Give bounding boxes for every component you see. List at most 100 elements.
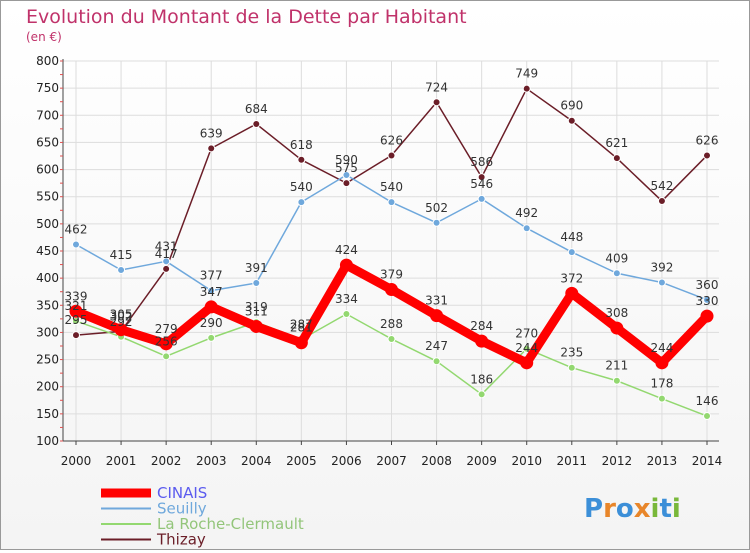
data-point xyxy=(703,295,711,304)
data-point xyxy=(522,224,531,233)
data-point xyxy=(159,337,173,351)
data-label: 256 xyxy=(155,334,178,348)
x-tick-label: 2000 xyxy=(61,454,92,468)
data-label: 281 xyxy=(290,321,313,335)
chart-title: Evolution du Montant de la Dette par Hab… xyxy=(26,6,467,28)
data-label: 292 xyxy=(110,315,133,329)
data-label: 749 xyxy=(515,67,538,81)
data-point xyxy=(342,171,351,179)
data-label: 540 xyxy=(380,180,403,194)
data-label: 618 xyxy=(290,138,313,152)
data-point xyxy=(432,218,441,227)
y-tick-label: 800 xyxy=(36,54,59,68)
x-tick-label: 2009 xyxy=(466,454,497,468)
y-tick-label: 200 xyxy=(36,380,59,394)
data-label: 146 xyxy=(696,394,719,408)
data-point xyxy=(297,155,306,164)
data-label: 391 xyxy=(245,261,268,275)
data-label: 321 xyxy=(65,299,88,313)
data-label: 409 xyxy=(605,251,628,265)
data-labels: 295 302 417 639 684 618 575 626 724 586 749 690 621 5… xyxy=(65,67,719,408)
data-label: 621 xyxy=(605,136,628,150)
data-point xyxy=(612,269,621,278)
data-label: 334 xyxy=(335,292,358,306)
data-point xyxy=(72,240,80,249)
data-label: 235 xyxy=(560,346,583,360)
legend-label: CINAIS xyxy=(157,484,207,502)
data-point xyxy=(432,98,441,107)
grid xyxy=(63,60,719,442)
x-tick-label: 2008 xyxy=(421,454,452,468)
data-label: 586 xyxy=(470,155,493,169)
y-tick-label: 400 xyxy=(36,271,59,285)
y-tick-label: 150 xyxy=(36,407,59,421)
data-point xyxy=(567,248,576,257)
y-tick-label: 250 xyxy=(36,353,59,367)
data-point xyxy=(162,257,171,266)
data-label: 279 xyxy=(155,322,178,336)
y-tick-label: 700 xyxy=(36,108,59,122)
data-point xyxy=(522,344,531,353)
proxiti-logo: Proxiti xyxy=(584,494,681,524)
data-label: 590 xyxy=(335,153,358,167)
data-label: 502 xyxy=(425,201,448,215)
data-label: 305 xyxy=(110,308,133,322)
data-label: 339 xyxy=(65,289,88,303)
data-point xyxy=(252,119,261,128)
data-label: 287 xyxy=(290,317,313,331)
data-label: 462 xyxy=(65,222,88,236)
data-point xyxy=(162,352,171,361)
x-tick-label: 2014 xyxy=(692,454,723,468)
data-point xyxy=(207,286,216,295)
data-point xyxy=(703,151,711,160)
data-label: 347 xyxy=(200,285,223,299)
data-point xyxy=(567,116,576,125)
data-point xyxy=(387,334,396,343)
x-tick-label: 2006 xyxy=(331,454,362,468)
data-label: 546 xyxy=(470,177,493,191)
data-label: 247 xyxy=(425,339,448,353)
data-label: 360 xyxy=(696,278,719,292)
data-label: 542 xyxy=(650,179,673,193)
data-point xyxy=(612,154,621,163)
data-label: 379 xyxy=(380,268,403,282)
x-tick-label: 2011 xyxy=(557,454,588,468)
data-label: 690 xyxy=(560,99,583,113)
data-label: 626 xyxy=(380,133,403,147)
y-tick-label: 750 xyxy=(36,81,59,95)
data-point xyxy=(342,179,351,188)
data-label: 417 xyxy=(155,247,178,261)
data-label: 448 xyxy=(560,230,583,244)
series-layer xyxy=(69,84,714,421)
y-tick-label: 550 xyxy=(36,190,59,204)
data-label: 392 xyxy=(650,260,673,274)
data-point xyxy=(657,197,666,206)
data-label: 431 xyxy=(155,239,178,253)
data-label: 302 xyxy=(110,309,133,323)
data-label: 288 xyxy=(380,317,403,331)
data-point xyxy=(522,84,531,93)
data-label: 330 xyxy=(696,294,719,308)
data-point xyxy=(294,336,308,350)
x-tick-label: 2013 xyxy=(647,454,678,468)
data-point xyxy=(657,278,666,287)
logo-letter: P xyxy=(584,494,603,524)
data-label: 724 xyxy=(425,80,448,94)
y-tick-label: 650 xyxy=(36,135,59,149)
data-point xyxy=(69,304,83,318)
data-point xyxy=(655,356,669,370)
data-point xyxy=(207,144,216,153)
x-tick-label: 2002 xyxy=(151,454,182,468)
x-tick-label: 2001 xyxy=(106,454,137,468)
axes: 100 150 200 250 300 350 400 450 500 550 600 650 700 7… xyxy=(36,54,722,468)
data-point xyxy=(700,309,714,323)
data-label: 575 xyxy=(335,161,358,175)
data-point xyxy=(72,331,80,340)
x-tick-label: 2003 xyxy=(196,454,227,468)
legend-label: La Roche-Clermault xyxy=(157,515,304,533)
data-point xyxy=(207,333,216,342)
data-label: 415 xyxy=(110,248,133,262)
